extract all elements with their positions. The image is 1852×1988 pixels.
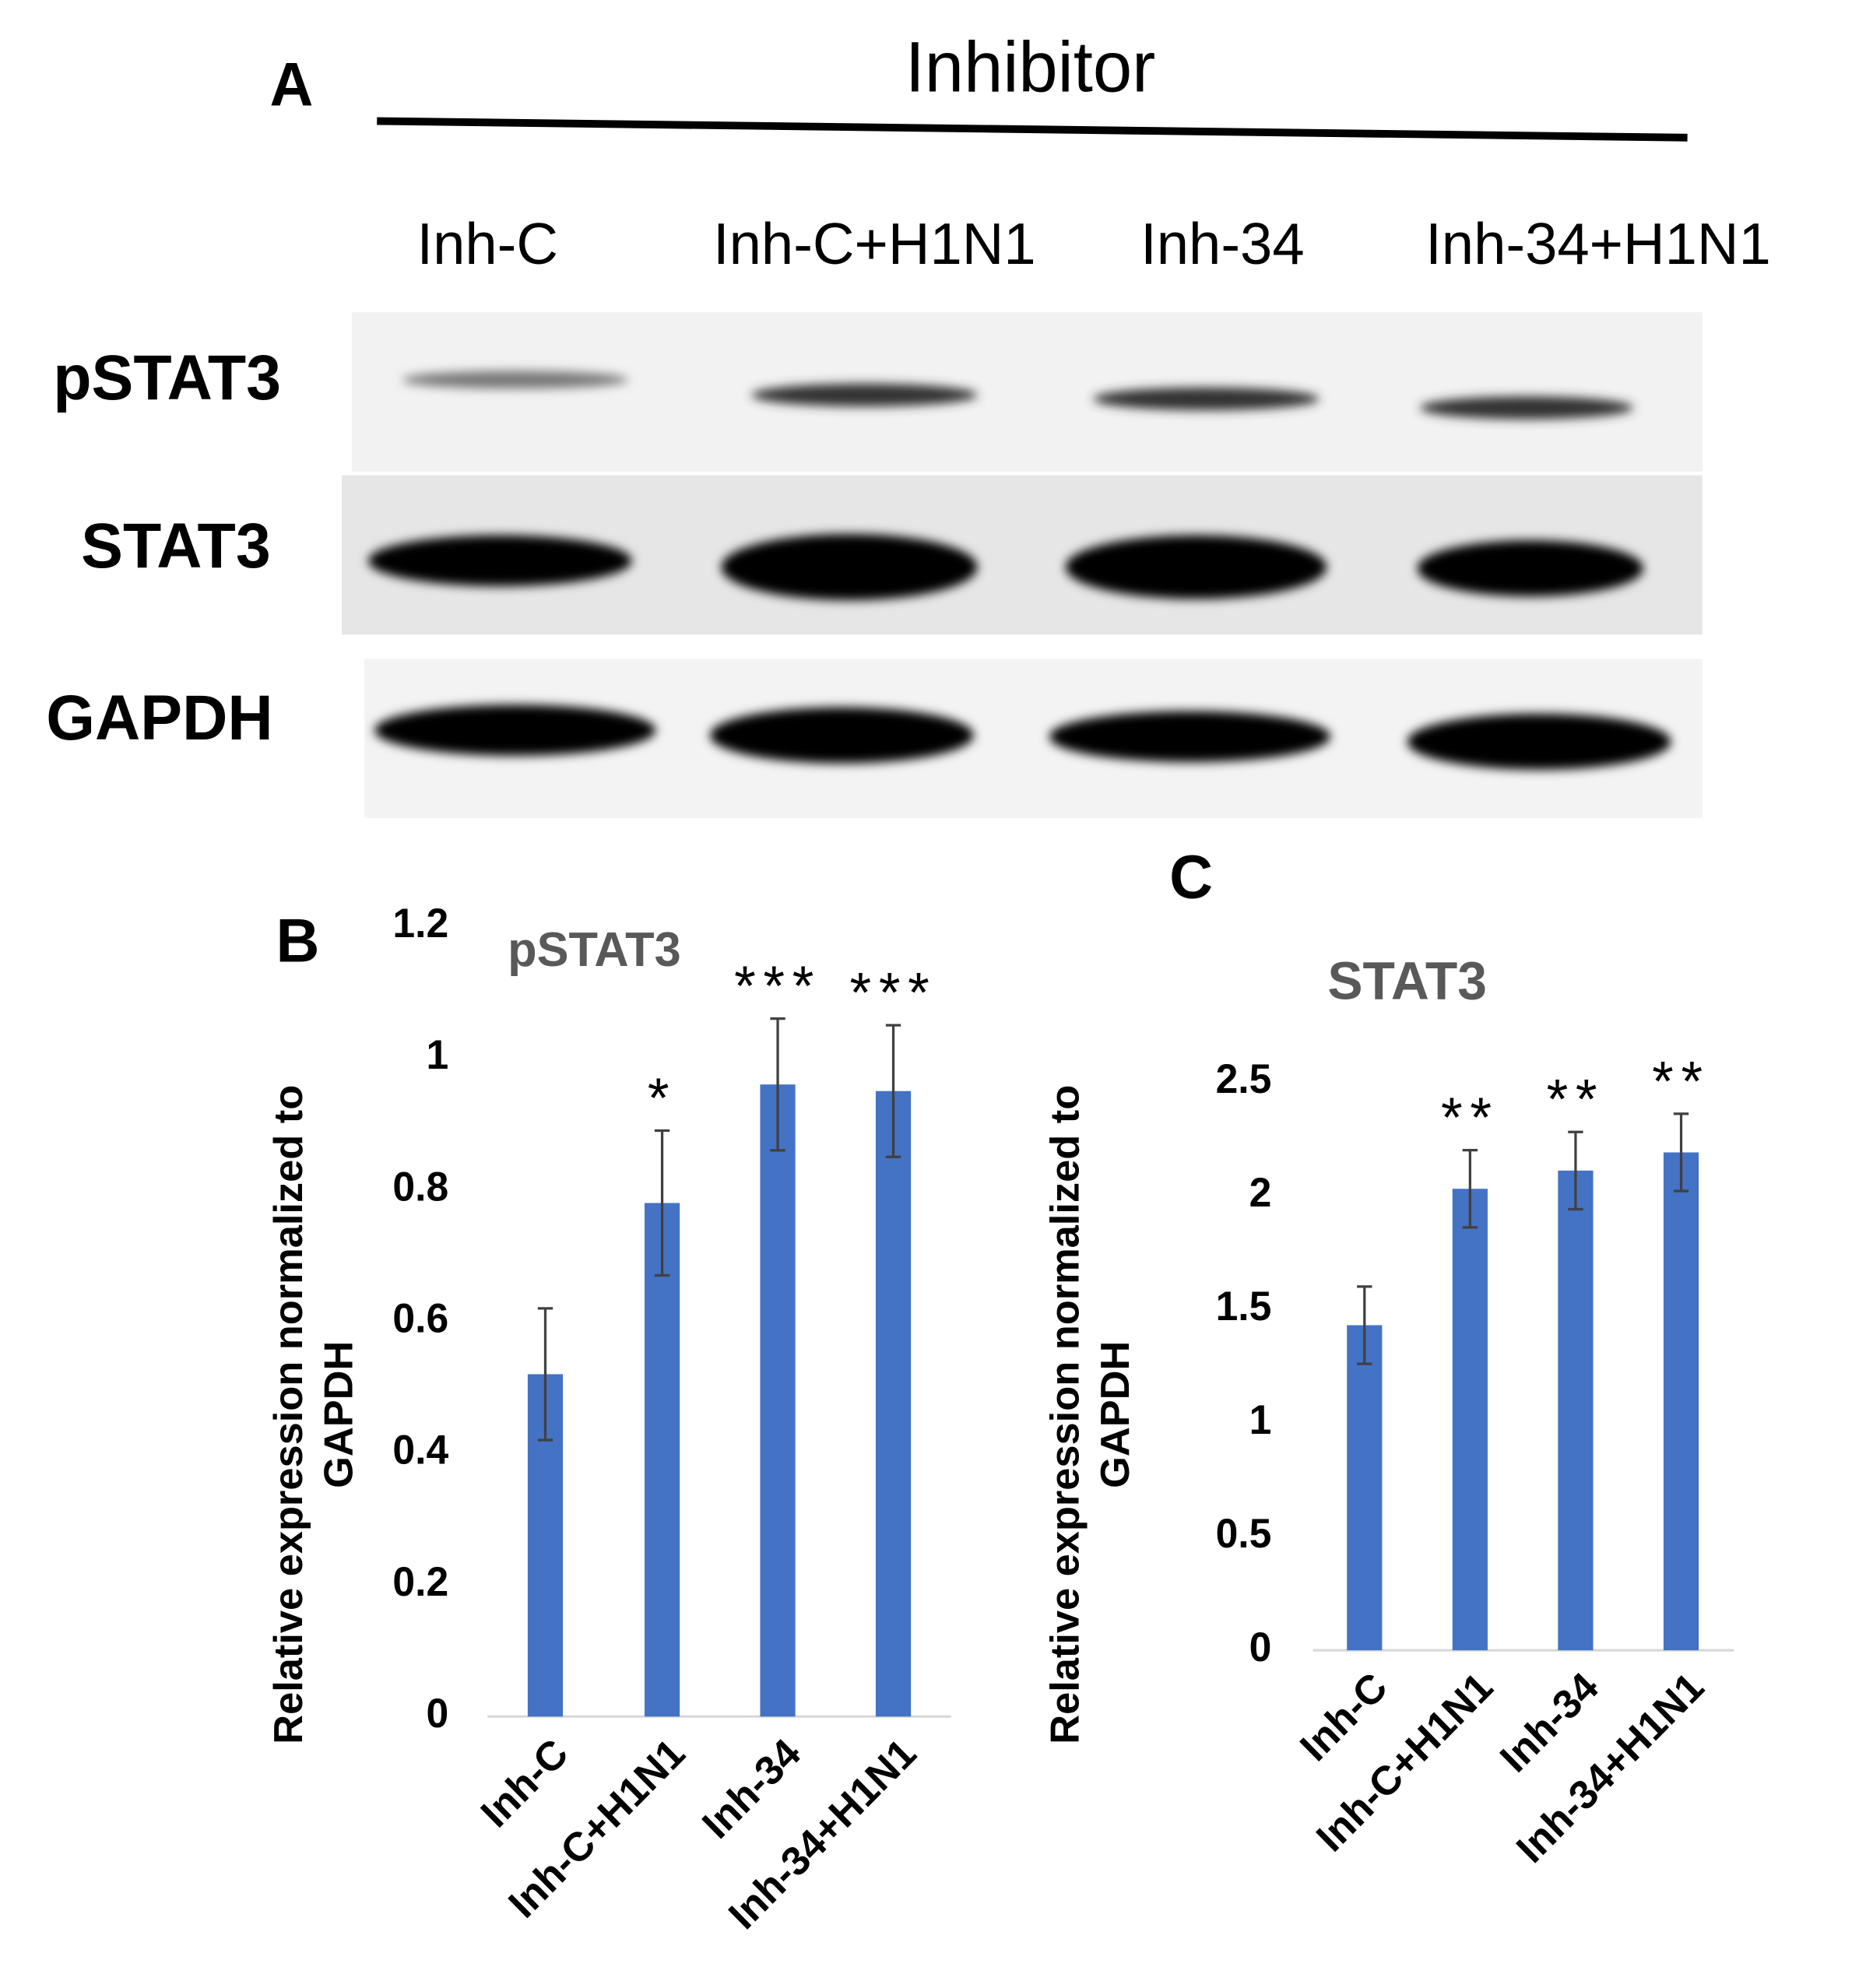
y-axis-label: Relative expression normalized to xyxy=(266,1085,311,1744)
significance-label: ** xyxy=(1441,1087,1499,1150)
bands xyxy=(367,371,1671,770)
bar xyxy=(1347,1325,1383,1651)
treatment-label: Inhibitor xyxy=(905,28,1155,107)
y-axis-label: GAPDH xyxy=(1093,1341,1138,1488)
significance-label: ** xyxy=(1652,1050,1710,1113)
error-bar xyxy=(1462,1148,1478,1229)
y-tick-label: 1 xyxy=(1249,1398,1272,1443)
y-tick-label: 2 xyxy=(1249,1171,1272,1216)
band xyxy=(721,533,978,601)
row-label: STAT3 xyxy=(81,510,271,581)
band xyxy=(751,383,978,407)
y-tick-label: 0.6 xyxy=(392,1296,448,1341)
y-tick-label: 0.8 xyxy=(392,1164,448,1210)
panel-label: B xyxy=(276,906,320,975)
bar xyxy=(875,1091,912,1717)
y-tick-label: 0.5 xyxy=(1216,1512,1272,1557)
x-tick-label: Inh-C xyxy=(473,1730,577,1836)
treatment-bar xyxy=(377,117,1688,142)
y-axis-label: Relative expression normalized to xyxy=(1043,1085,1088,1744)
x-tick-label: Inh-34 xyxy=(694,1730,809,1847)
band xyxy=(367,535,632,587)
y-tick-label: 0.4 xyxy=(392,1428,448,1473)
bar xyxy=(1452,1189,1488,1651)
lane-label: Inh-34 xyxy=(1140,211,1304,277)
error-bar xyxy=(885,1024,901,1158)
y-tick-label: 0 xyxy=(426,1691,448,1737)
chart-title: pSTAT3 xyxy=(508,923,681,977)
band xyxy=(1419,396,1634,420)
lane-label: Inh-C xyxy=(416,211,558,277)
bar xyxy=(1558,1170,1594,1651)
band xyxy=(402,371,628,389)
error-bar xyxy=(537,1307,553,1442)
row-label: pSTAT3 xyxy=(53,342,281,413)
panel-label: C xyxy=(1169,842,1213,911)
panel-label: A xyxy=(269,50,313,119)
band xyxy=(1093,387,1320,411)
significance-label: * xyxy=(648,1067,676,1130)
lane-label: Inh-34+H1N1 xyxy=(1425,211,1771,277)
bar xyxy=(760,1084,796,1717)
band xyxy=(1417,540,1644,597)
y-tick-label: 1 xyxy=(426,1033,448,1078)
y-tick-label: 1.5 xyxy=(1216,1284,1272,1329)
error-bar xyxy=(1357,1285,1372,1365)
bar xyxy=(644,1203,680,1717)
blot-strip xyxy=(351,312,1703,472)
band xyxy=(1049,711,1331,763)
error-bar xyxy=(654,1129,670,1277)
error-bar xyxy=(1673,1112,1689,1192)
error-bar xyxy=(1568,1130,1583,1211)
significance-label: *** xyxy=(734,955,821,1018)
y-tick-label: 1.2 xyxy=(392,901,448,947)
error-bar xyxy=(770,1017,785,1152)
row-label: GAPDH xyxy=(46,682,272,753)
band xyxy=(1065,535,1327,599)
lane-label: Inh-C+H1N1 xyxy=(713,211,1036,277)
x-tick-label: Inh-34+H1N1 xyxy=(1508,1664,1713,1872)
band xyxy=(1407,713,1671,770)
y-tick-label: 2.5 xyxy=(1216,1056,1272,1101)
chart-title: STAT3 xyxy=(1327,951,1487,1011)
y-axis-label: GAPDH xyxy=(317,1341,362,1488)
band xyxy=(709,707,974,764)
significance-label: ** xyxy=(1547,1069,1605,1132)
significance-label: *** xyxy=(850,962,937,1025)
bar xyxy=(1663,1152,1699,1651)
y-tick-label: 0.2 xyxy=(392,1560,448,1605)
y-tick-label: 0 xyxy=(1249,1625,1272,1670)
band xyxy=(374,704,656,756)
